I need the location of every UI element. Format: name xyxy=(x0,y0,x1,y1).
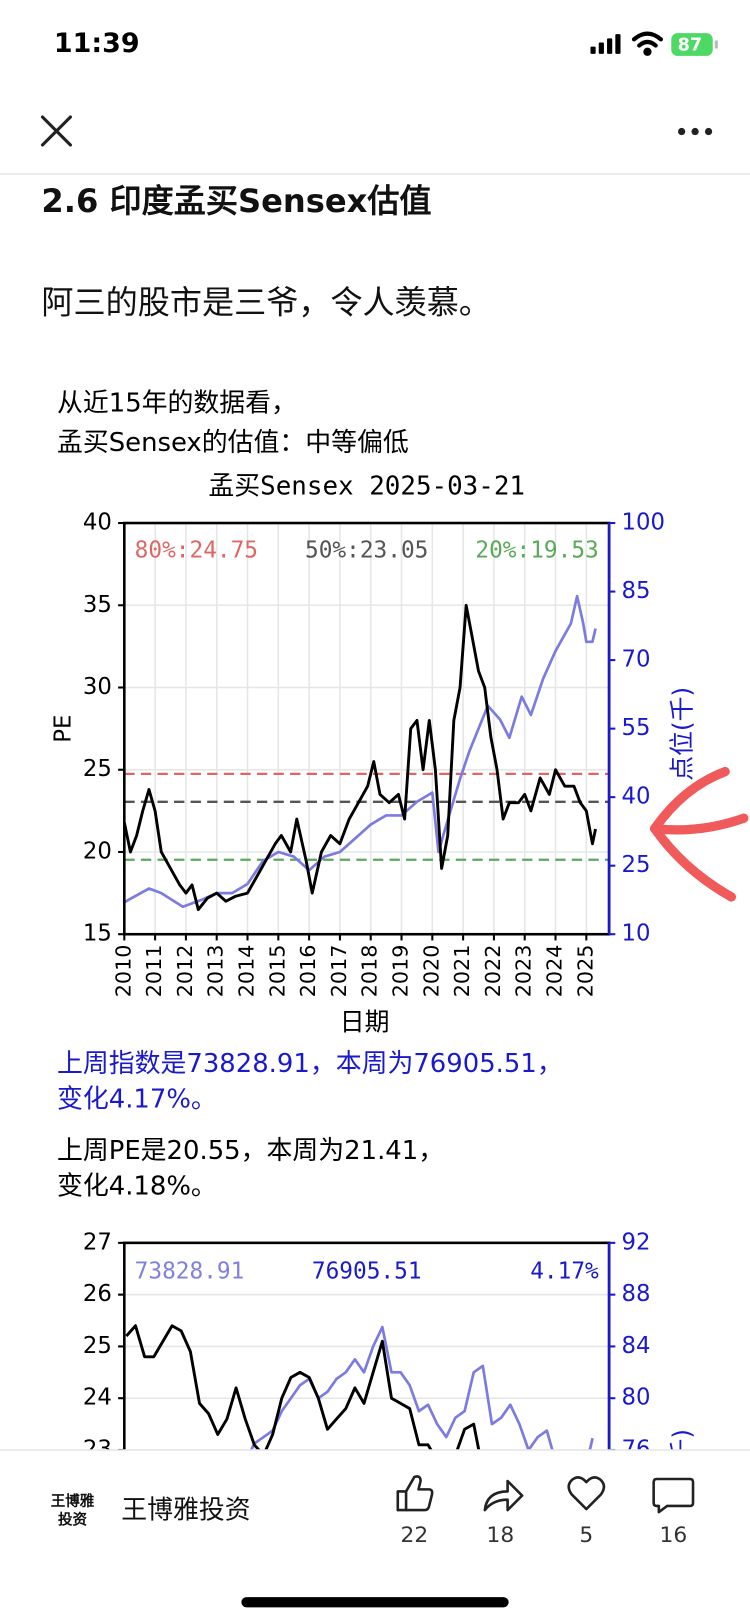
logo-text: 王博雅 xyxy=(51,1492,95,1510)
x-tick-label: 2020 xyxy=(419,945,443,998)
x-tick-label: 2017 xyxy=(327,945,351,998)
x-axis-label: 日期 xyxy=(340,1007,390,1036)
y2-tick-label: 100 xyxy=(622,510,665,536)
x-tick-label: 2010 xyxy=(111,945,135,998)
battery-level: 87 xyxy=(678,36,702,56)
x-tick-label: 2015 xyxy=(265,945,289,998)
y2-tick-label: 10 xyxy=(622,921,651,947)
y2-tick-label: 88 xyxy=(622,1281,651,1307)
index-change: 变化4.17%。 xyxy=(57,1084,217,1114)
logo-text: 投资 xyxy=(58,1510,88,1528)
share-count: 18 xyxy=(487,1523,515,1548)
x-tick-label: 2018 xyxy=(358,945,382,998)
y-axis-label: PE xyxy=(51,715,77,743)
status-time: 11:39 xyxy=(54,28,140,59)
like-count: 22 xyxy=(401,1523,429,1548)
y2-tick-label: 55 xyxy=(622,715,651,741)
y-tick-label: 24 xyxy=(83,1385,112,1411)
x-tick-label: 2016 xyxy=(296,945,320,998)
y-tick-label: 26 xyxy=(83,1281,112,1307)
comment-button[interactable] xyxy=(652,1477,695,1514)
y-tick-label: 27 xyxy=(83,1229,112,1255)
x-tick-label: 2021 xyxy=(450,945,474,998)
y2-tick-label: 70 xyxy=(622,647,651,673)
chart-note: 从近15年的数据看， xyxy=(57,388,297,418)
y2-axis-label: 点位(千) xyxy=(668,687,697,781)
annotation: 76905.51 xyxy=(312,1258,422,1284)
battery-tip xyxy=(714,40,718,49)
x-tick-label: 2019 xyxy=(389,945,413,998)
x-tick-label: 2013 xyxy=(204,945,228,998)
y2-tick-label: 85 xyxy=(622,578,651,604)
author-name[interactable]: 王博雅投资 xyxy=(121,1496,250,1526)
annotation: 73828.91 xyxy=(135,1258,245,1284)
y-tick-label: 20 xyxy=(83,838,112,864)
y2-tick-label: 40 xyxy=(622,784,651,810)
y2-tick-label: 92 xyxy=(622,1229,651,1255)
red-arrow-annotation xyxy=(650,766,749,902)
x-tick-label: 2025 xyxy=(573,945,597,998)
x-tick-label: 2022 xyxy=(481,945,505,998)
article-heading: 2.6 印度孟买Sensex估值 xyxy=(41,182,431,220)
y2-tick-label: 80 xyxy=(622,1385,651,1411)
article-intro: 阿三的股市是三爷，令人羡慕。 xyxy=(41,284,491,322)
more-button[interactable] xyxy=(678,127,713,136)
signal-icon xyxy=(590,34,621,54)
pe-change: 变化4.18%。 xyxy=(57,1171,217,1201)
series-line xyxy=(124,594,597,909)
close-button[interactable] xyxy=(40,115,72,147)
y-tick-label: 30 xyxy=(83,674,112,700)
x-tick-label: 2024 xyxy=(543,945,567,998)
comment-count: 16 xyxy=(659,1523,687,1548)
home-indicator xyxy=(241,1597,509,1608)
reference-label: 50%:23.05 xyxy=(305,538,428,564)
favorite-button[interactable] xyxy=(567,1476,606,1511)
footer-bg xyxy=(0,1450,750,1624)
share-button[interactable] xyxy=(483,1479,524,1512)
chart-title: 孟买Sensex 2025-03-21 xyxy=(208,471,525,501)
wifi-icon xyxy=(631,31,663,56)
y-tick-label: 25 xyxy=(83,756,112,782)
annotation: 4.17% xyxy=(530,1258,599,1284)
like-button[interactable] xyxy=(396,1475,434,1512)
plot-frame xyxy=(123,521,611,936)
index-change: 上周指数是73828.91，本周为76905.51， xyxy=(57,1049,563,1079)
x-tick-label: 2011 xyxy=(142,945,166,998)
reference-label: 80%:24.75 xyxy=(135,538,258,564)
y-tick-label: 40 xyxy=(83,510,112,536)
x-tick-label: 2012 xyxy=(173,945,197,998)
series-line xyxy=(124,603,597,912)
footer: 王博雅 投资 王博雅投资 22 18 5 16 xyxy=(0,1449,750,1624)
battery-icon xyxy=(671,33,713,56)
charts: 孟买Sensex 2025-03-21 80%:24.75 50%:23.05 20%… xyxy=(51,471,697,1607)
reference-label: 20%:19.53 xyxy=(475,538,598,564)
favorite-count: 5 xyxy=(579,1523,593,1548)
y2-tick-label: 84 xyxy=(622,1333,651,1359)
y2-tick-label: 25 xyxy=(622,852,651,878)
chart-note: 孟买Sensex的估值：中等偏低 xyxy=(57,428,409,458)
x-tick-label: 2023 xyxy=(512,945,536,998)
plot-area xyxy=(124,594,597,912)
y-tick-label: 25 xyxy=(83,1333,112,1359)
chart: 孟买Sensex 2025-03-21 80%:24.75 50%:23.05 20%… xyxy=(51,471,697,1036)
y-tick-label: 15 xyxy=(83,921,112,947)
y-tick-label: 35 xyxy=(83,592,112,618)
pe-change: 上周PE是20.55，本周为21.41， xyxy=(57,1136,444,1166)
x-tick-label: 2014 xyxy=(235,945,259,998)
